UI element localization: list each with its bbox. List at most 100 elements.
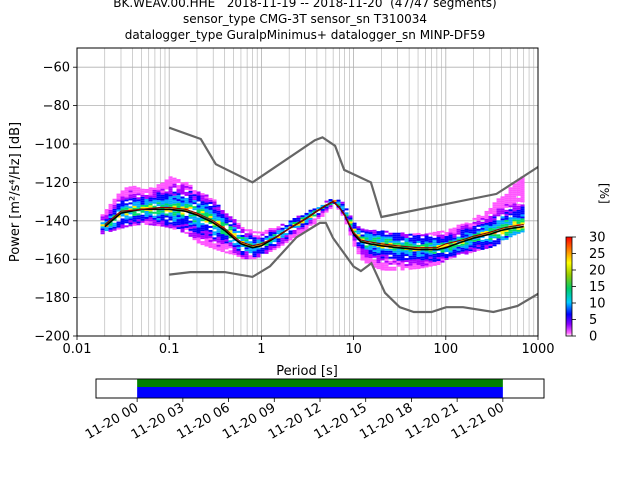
density-cell xyxy=(440,238,445,241)
density-cell xyxy=(480,235,485,238)
density-cell xyxy=(140,192,145,195)
density-cell xyxy=(392,250,397,253)
density-cell xyxy=(380,266,385,269)
density-cell xyxy=(224,233,229,236)
density-cell xyxy=(244,253,249,256)
density-cell xyxy=(404,252,409,255)
density-cell xyxy=(520,228,525,231)
density-cell xyxy=(128,196,133,199)
density-cell xyxy=(420,244,425,247)
density-cell xyxy=(512,187,517,190)
density-cell xyxy=(444,242,449,245)
density-cell xyxy=(272,238,277,241)
density-cell xyxy=(268,227,273,230)
density-cell xyxy=(144,216,149,219)
density-cell xyxy=(472,223,477,226)
density-cell xyxy=(236,252,241,255)
density-cell xyxy=(484,226,489,229)
density-cell xyxy=(356,252,361,255)
density-cell xyxy=(168,214,173,217)
density-cell xyxy=(368,254,373,257)
density-cell xyxy=(144,196,149,199)
density-cell xyxy=(384,236,389,239)
density-cell xyxy=(516,191,521,194)
density-cell xyxy=(500,222,505,225)
density-cell xyxy=(456,246,461,249)
density-cell xyxy=(380,236,385,239)
density-cell xyxy=(448,240,453,243)
density-cell xyxy=(292,220,297,223)
density-cell xyxy=(308,209,313,212)
density-cell xyxy=(184,207,189,210)
density-cell xyxy=(476,230,481,233)
density-cell xyxy=(496,234,501,237)
density-cell xyxy=(376,241,381,244)
series-line-mode xyxy=(104,200,524,249)
density-cell xyxy=(232,247,237,250)
density-cell xyxy=(360,252,365,255)
density-cell xyxy=(236,230,241,233)
density-cell xyxy=(488,245,493,248)
density-cell xyxy=(516,219,521,222)
chart-title-line-2: sensor_type CMG-3T sensor_sn T310034 xyxy=(182,12,428,26)
density-cell xyxy=(180,190,185,193)
density-cell xyxy=(384,238,389,241)
density-cell xyxy=(208,239,213,242)
density-cell xyxy=(272,230,277,233)
density-cell xyxy=(508,193,513,196)
density-cell xyxy=(232,253,237,256)
x-tick-label: 1000 xyxy=(521,342,554,357)
density-cell xyxy=(204,220,209,223)
density-cell xyxy=(100,218,105,221)
density-cell xyxy=(120,196,125,199)
density-cell xyxy=(236,254,241,257)
density-cell xyxy=(176,227,181,230)
density-cell xyxy=(460,231,465,234)
density-cell xyxy=(132,207,137,210)
density-cell xyxy=(128,188,133,191)
density-cell xyxy=(236,242,241,245)
density-cell xyxy=(472,237,477,240)
density-cell xyxy=(248,237,253,240)
density-cell xyxy=(144,214,149,217)
density-cell xyxy=(136,187,141,190)
density-cell xyxy=(212,227,217,230)
density-cell xyxy=(136,217,141,220)
density-cell xyxy=(112,208,117,211)
density-cell xyxy=(280,227,285,230)
density-cell xyxy=(168,184,173,187)
density-cell xyxy=(132,191,137,194)
density-cell xyxy=(112,222,117,225)
density-cell xyxy=(180,198,185,201)
density-cell xyxy=(168,218,173,221)
density-cell xyxy=(460,239,465,242)
density-cell xyxy=(488,211,493,214)
density-cell xyxy=(180,186,185,189)
density-cell xyxy=(516,183,521,186)
density-cell xyxy=(136,221,141,224)
density-cell xyxy=(216,240,221,243)
density-cell xyxy=(516,213,521,216)
density-cell xyxy=(260,247,265,250)
density-cell xyxy=(220,240,225,243)
density-cell xyxy=(228,220,233,223)
density-cell xyxy=(192,202,197,205)
density-cell xyxy=(280,239,285,242)
density-cell xyxy=(404,260,409,263)
density-cell xyxy=(108,221,113,224)
density-cell xyxy=(308,221,313,224)
density-cell xyxy=(408,233,413,236)
density-cell xyxy=(228,240,233,243)
density-cell xyxy=(328,199,333,202)
density-cell xyxy=(468,231,473,234)
density-cell xyxy=(452,231,457,234)
density-cell xyxy=(164,187,169,190)
density-cell xyxy=(500,210,505,213)
density-cell xyxy=(404,266,409,269)
density-cell xyxy=(244,235,249,238)
density-cell xyxy=(160,212,165,215)
density-cell xyxy=(116,199,121,202)
density-cell xyxy=(512,233,517,236)
density-cell xyxy=(252,245,257,248)
